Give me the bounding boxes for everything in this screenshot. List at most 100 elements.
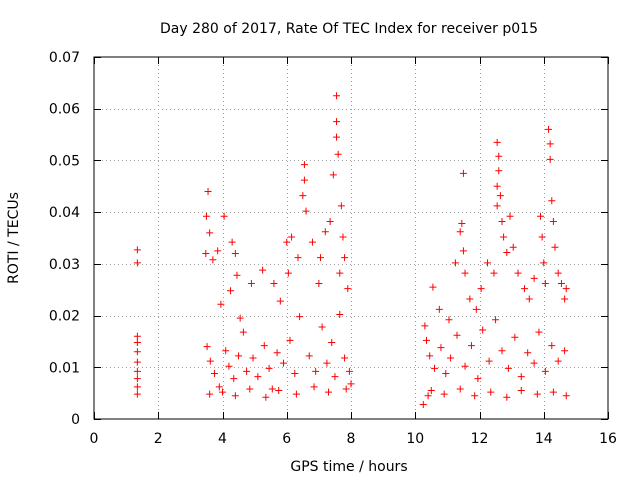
data-point-marker [456, 228, 464, 236]
data-point-marker [421, 322, 429, 330]
data-point-marker [345, 367, 353, 375]
data-point-marker [517, 373, 525, 381]
data-point-marker [437, 344, 445, 352]
data-point-marker [270, 280, 278, 288]
data-point-marker [206, 390, 214, 398]
data-point-marker [206, 229, 214, 237]
data-point-marker [227, 287, 235, 295]
data-point-marker [268, 385, 276, 393]
data-point-marker [477, 285, 485, 293]
data-point-marker [474, 375, 482, 383]
data-point-marker [493, 182, 501, 190]
data-point-marker [133, 246, 141, 254]
y-tick-label: 0.01 [49, 360, 80, 376]
data-point-marker [495, 152, 503, 160]
data-point-marker [520, 285, 528, 293]
data-point-marker [562, 285, 570, 293]
x-axis-label: GPS time / hours [290, 459, 407, 475]
data-point-marker [310, 383, 318, 391]
data-point-marker [133, 358, 141, 366]
data-point-marker [302, 207, 310, 215]
chart-title: Day 280 of 2017, Rate Of TEC Index for r… [160, 21, 538, 37]
data-point-marker [461, 362, 469, 370]
data-point-marker [458, 220, 466, 228]
data-point-marker [447, 354, 455, 362]
data-point-marker [461, 269, 469, 277]
data-point-marker [203, 343, 211, 351]
data-point-marker [493, 138, 501, 146]
data-point-marker [471, 392, 479, 400]
data-point-marker [243, 367, 251, 375]
data-point-marker [426, 352, 434, 360]
data-point-marker [459, 247, 467, 255]
data-point-marker [440, 390, 448, 398]
data-point-marker [214, 247, 222, 255]
data-point-marker [239, 328, 247, 336]
x-tick-label: 16 [599, 431, 617, 447]
data-point-marker [424, 392, 432, 400]
data-point-marker [288, 233, 296, 241]
data-point-marker [557, 280, 565, 288]
x-tick-label: 10 [406, 431, 424, 447]
data-points [133, 92, 570, 409]
data-point-marker [545, 125, 553, 133]
data-point-marker [133, 383, 141, 391]
data-point-marker [305, 352, 313, 360]
data-point-marker [228, 238, 236, 246]
data-point-marker [133, 390, 141, 398]
data-point-marker [259, 266, 267, 274]
data-point-marker [429, 283, 437, 291]
data-point-marker [291, 369, 299, 377]
data-point-marker [500, 233, 508, 241]
data-point-marker [490, 269, 498, 277]
data-point-marker [230, 375, 238, 383]
y-tick-label: 0 [71, 412, 80, 428]
data-point-marker [498, 217, 506, 225]
data-point-marker [503, 248, 511, 256]
y-tick-label: 0.06 [49, 102, 80, 118]
data-point-marker [419, 401, 427, 409]
y-axis-label: ROTI / TECUs [6, 192, 22, 284]
data-point-marker [546, 155, 554, 163]
data-point-marker [484, 259, 492, 267]
data-point-marker [217, 300, 225, 308]
data-point-marker [225, 362, 233, 370]
data-point-marker [506, 212, 514, 220]
data-point-marker [316, 254, 324, 262]
data-point-marker [312, 367, 320, 375]
data-point-marker [204, 187, 212, 195]
data-point-marker [456, 385, 464, 393]
data-point-marker [220, 212, 228, 220]
x-tick-label: 12 [471, 431, 489, 447]
data-point-marker [554, 357, 562, 365]
data-point-marker [549, 388, 557, 396]
data-point-marker [308, 238, 316, 246]
y-tick-label: 0.05 [49, 153, 80, 169]
data-point-marker [495, 167, 503, 175]
data-point-marker [202, 212, 210, 220]
data-point-marker [262, 393, 270, 401]
data-point-marker [485, 357, 493, 365]
data-point-marker [299, 192, 307, 200]
data-point-marker [492, 316, 500, 324]
data-point-marker [283, 238, 291, 246]
data-point-marker [326, 217, 334, 225]
data-point-marker [339, 233, 347, 241]
data-point-marker [333, 92, 341, 100]
data-point-marker [541, 280, 549, 288]
data-point-marker [246, 385, 254, 393]
data-point-marker [133, 332, 141, 340]
data-point-marker [466, 295, 474, 303]
data-point-marker [133, 338, 141, 346]
data-point-marker [347, 380, 355, 388]
x-tick-label: 6 [282, 431, 291, 447]
data-point-marker [336, 269, 344, 277]
data-point-marker [133, 375, 141, 383]
data-point-marker [341, 254, 349, 262]
data-point-marker [442, 369, 450, 377]
data-point-marker [334, 150, 342, 158]
data-point-marker [551, 243, 559, 251]
data-point-marker [133, 259, 141, 267]
